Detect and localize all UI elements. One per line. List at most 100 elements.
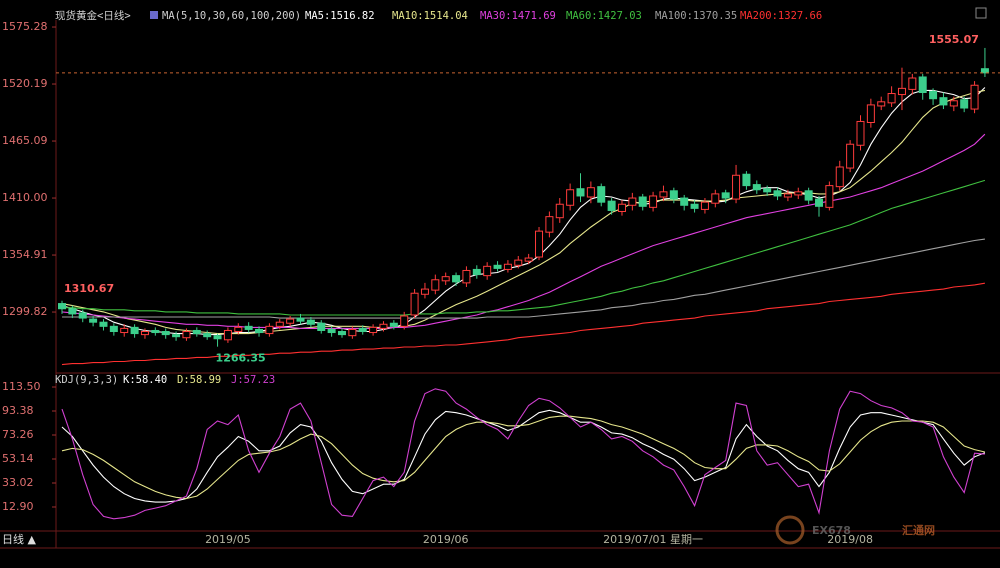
line-series	[61, 282, 985, 366]
candle-body	[317, 322, 326, 331]
candle-body	[483, 265, 492, 277]
y-tick-label: 73.26	[2, 428, 34, 441]
candle-body	[638, 196, 647, 207]
watermark-site: 汇通网	[902, 524, 935, 537]
frame	[0, 20, 1000, 549]
candle-body	[617, 203, 626, 212]
watermark: EX678 汇通网	[775, 515, 935, 545]
candle-body	[700, 201, 709, 210]
indicator-title: KDJ(9,3,3)	[55, 374, 118, 386]
candle-body	[431, 279, 440, 291]
candle-body	[161, 331, 170, 336]
candle-body	[918, 76, 927, 93]
candle-body	[908, 77, 917, 90]
candle-body	[265, 325, 274, 335]
candle-body	[711, 193, 720, 204]
candle-body	[358, 327, 367, 333]
candle-body	[628, 197, 637, 206]
candle-body	[773, 190, 782, 197]
candle-body	[866, 104, 875, 124]
candle-body	[980, 68, 989, 74]
candle-body	[897, 87, 906, 96]
candle-body	[794, 191, 803, 196]
candle-body	[783, 193, 792, 198]
candle-body	[545, 216, 554, 233]
candle-body	[348, 328, 357, 337]
y-tick-label: 93.38	[2, 404, 34, 417]
candle-body	[555, 203, 564, 219]
candle-body	[389, 322, 398, 327]
candle-body	[659, 191, 668, 198]
line-series	[61, 409, 986, 503]
candle-body	[514, 259, 523, 266]
candle-body	[213, 335, 222, 340]
candle-body	[960, 99, 969, 109]
candle-body	[68, 308, 77, 315]
candle-body	[649, 195, 658, 208]
candle-body	[192, 329, 201, 335]
candle-body	[151, 329, 160, 334]
candle-body	[327, 328, 336, 334]
candle-body	[223, 329, 232, 341]
candle-body	[58, 303, 66, 310]
candle-body	[244, 325, 253, 330]
legend-entry: D:58.99	[177, 374, 221, 386]
y-tick-label: 12.90	[2, 500, 34, 513]
candle-body	[441, 276, 450, 282]
candle-body	[597, 186, 606, 203]
candle-body	[234, 326, 243, 333]
candle-body	[721, 192, 730, 199]
candle-body	[172, 334, 181, 338]
candle-body	[929, 90, 938, 100]
candle-body	[203, 333, 212, 338]
high-annotation: 1310.67	[64, 282, 114, 295]
candle-body	[379, 323, 388, 329]
watermark-logo	[775, 515, 805, 545]
candle-body	[607, 200, 616, 211]
y-tick-label: 33.02	[2, 476, 34, 489]
candle-body	[752, 184, 761, 191]
candle-body	[566, 189, 575, 206]
candle-body	[939, 97, 948, 106]
candle-body	[410, 292, 419, 316]
candle-body	[949, 100, 958, 107]
candle-body	[576, 188, 585, 197]
candle-body	[78, 312, 87, 319]
legend-entry: K:58.40	[123, 374, 167, 386]
candle-body	[286, 318, 295, 324]
candle-body	[846, 143, 855, 169]
candle-body	[182, 331, 191, 339]
candle-body	[763, 188, 772, 193]
candle-body	[89, 318, 98, 323]
y-tick-label: 1520.19	[2, 77, 48, 90]
candle-body	[493, 264, 502, 269]
candle-body	[275, 321, 284, 327]
candle-body	[109, 325, 118, 333]
candle-body	[255, 328, 264, 334]
x-tick-label: 2019/05	[205, 533, 251, 546]
candle-body	[306, 319, 315, 325]
legend-entry: MA10:1514.04	[392, 10, 468, 22]
candle-body	[732, 174, 741, 200]
x-tick-label: 2019/07/01 星期一	[603, 533, 703, 546]
watermark-brand: EX678	[812, 524, 851, 537]
candle-body	[337, 331, 346, 336]
period-label[interactable]: 日线 ▲	[2, 532, 36, 546]
candle-body	[369, 326, 378, 334]
candle-body	[452, 275, 461, 283]
legend-entry: MA200:1327.66	[740, 10, 822, 22]
line-series	[62, 238, 985, 319]
candle-body	[524, 257, 533, 262]
legend-entry: MA100:1370.35	[655, 10, 737, 22]
ma-icon	[150, 11, 158, 19]
candle-body	[420, 288, 429, 295]
candle-body	[815, 198, 824, 207]
settings-icon[interactable]	[975, 7, 987, 19]
candle-body	[462, 269, 471, 284]
low-annotation: 1266.35	[216, 352, 266, 365]
line-series	[61, 388, 985, 520]
candle-body	[130, 326, 139, 335]
candle-body	[669, 190, 678, 200]
candle-body	[586, 187, 595, 198]
